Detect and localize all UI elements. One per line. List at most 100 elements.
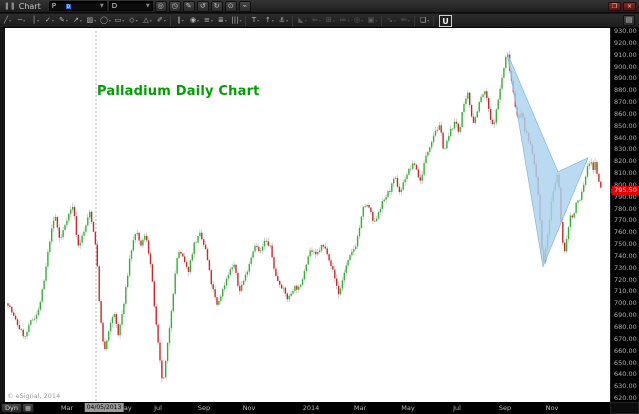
time-tick-label: Nov [545, 404, 559, 412]
drawing-toolbar: ╱─│✓✎↗▨◯▭◇△✐ ∥◉≡≣||| T↑⚓ ◣⇐⊞≔◎▣ ↘✏ ❑ U ▤ [0, 14, 639, 28]
time-tick-label: Sep [498, 404, 512, 412]
price-tick-label: 710.00 [614, 287, 637, 296]
price-tick-label: 870.00 [614, 98, 637, 107]
arrow-tool[interactable]: ↗ [71, 15, 84, 26]
toolbar-separator [292, 15, 293, 26]
time-tick-label: May [401, 404, 415, 412]
eraser-tool[interactable]: ✏ [399, 15, 412, 26]
time-axis[interactable]: Dyn ▦ Mar May Jul Sep Nov 2014 Mar May Jul Sep Nov… [0, 402, 610, 414]
price-tick-label: 900.00 [614, 62, 637, 71]
price-tick-label: 740.00 [614, 251, 637, 260]
close-button[interactable]: × [623, 1, 636, 11]
fib-circle-tool[interactable]: ◉ [188, 15, 201, 26]
toolbar-separator [433, 15, 434, 26]
interval-input[interactable]: D ▼ [108, 1, 153, 11]
ellipse-tool[interactable]: ◯ [99, 15, 112, 26]
price-tick-label: 650.00 [614, 358, 637, 367]
time-tick-label: Sep [197, 404, 211, 412]
compare-button[interactable]: ◎ [154, 0, 167, 12]
price-tick-label: 800.00 [614, 180, 637, 189]
brush-tool[interactable]: ✐ [155, 15, 168, 26]
price-tick-label: 730.00 [614, 263, 637, 272]
levels-tool[interactable]: ≣ [216, 15, 229, 26]
price-tick-label: 770.00 [614, 216, 637, 225]
time-tick-label: Jul [453, 404, 461, 412]
window-title: Chart [18, 1, 41, 11]
horizontal-line-tool[interactable]: ─ [15, 15, 28, 26]
chevron-down-icon[interactable]: ▼ [145, 3, 150, 9]
fib-retracement-tool[interactable]: ≡ [202, 15, 215, 26]
toolbar-separator [381, 15, 382, 26]
toolbar-separator [414, 15, 415, 26]
price-tick-label: 850.00 [614, 121, 637, 130]
time-tick-label: May [118, 404, 132, 412]
grid-tool[interactable]: ⊞ [324, 15, 337, 26]
regression-tool[interactable]: ✓ [43, 15, 56, 26]
refresh-button[interactable]: ⊙ [224, 0, 237, 12]
price-tick-label: 830.00 [614, 145, 637, 154]
price-tick-label: 860.00 [614, 109, 637, 118]
copyright-label: © eSignal, 2014 [7, 392, 61, 400]
gann-tool[interactable]: ◣ [296, 15, 309, 26]
price-tick-label: 670.00 [614, 334, 637, 343]
price-tick-label: 810.00 [614, 169, 637, 178]
rectangle-tool[interactable]: ▭ [113, 15, 126, 26]
chart-plot-area[interactable]: Palladium Daily Chart © eSignal, 2014 [5, 28, 610, 402]
price-tick-label: 930.00 [614, 28, 637, 35]
price-tick-label: 630.00 [614, 382, 637, 391]
price-tick-label: 620.00 [614, 394, 637, 402]
text-tool[interactable]: T [249, 15, 262, 26]
toolbar-separator [170, 15, 171, 26]
link-button[interactable]: ⌁ [238, 0, 251, 12]
price-tick-label: 750.00 [614, 240, 637, 249]
triangle-tool[interactable]: △ [141, 15, 154, 26]
anchor-tool[interactable]: ⚓ [277, 15, 290, 26]
time-interval-button[interactable]: ◷ [168, 0, 181, 12]
draw-mode-button[interactable]: ✎ [182, 0, 195, 12]
symbol-input[interactable]: P D ▼ [48, 1, 107, 11]
vertical-line-tool[interactable]: │ [29, 15, 42, 26]
candlestick-series [7, 50, 602, 383]
price-tick-label: 760.00 [614, 228, 637, 237]
list-tool[interactable]: ≔ [338, 15, 351, 26]
time-tick-label: Mar [60, 404, 74, 412]
trendline-tool[interactable]: ╱ [1, 15, 14, 26]
price-tick-label: 680.00 [614, 323, 637, 331]
channel-tool[interactable]: ∥ [174, 15, 187, 26]
bullseye-tool[interactable]: ◎ [352, 15, 365, 26]
callout-tool[interactable]: ❑ [418, 15, 431, 26]
chart-app-icon: ❚❚ [4, 2, 16, 10]
price-tick-label: 720.00 [614, 275, 637, 284]
fan-tool[interactable]: ▨ [85, 15, 98, 26]
time-zones-tool[interactable]: ||| [230, 15, 243, 26]
time-tick-label: Nov [242, 404, 256, 412]
update-button[interactable]: U [439, 14, 452, 27]
extend-left-tool[interactable]: ⇐ [310, 15, 323, 26]
box-tool[interactable]: ▣ [366, 15, 379, 26]
dyn-scale-button[interactable]: Dyn [1, 403, 22, 413]
restore-button[interactable]: ❐ [608, 1, 621, 11]
panel-button[interactable]: ▤ [623, 15, 635, 26]
marker-up-tool[interactable]: ↑ [263, 15, 276, 26]
price-canvas[interactable] [5, 28, 610, 402]
time-tick-label: Mar [353, 404, 367, 412]
pattern-annotation[interactable] [506, 52, 589, 268]
highlighted-date-label: 04/05/2013 [84, 403, 124, 412]
price-tick-label: 690.00 [614, 311, 637, 320]
ray-tool[interactable]: ✎ [57, 15, 70, 26]
chevron-down-icon[interactable]: ▼ [99, 3, 104, 9]
price-axis[interactable]: 930.00 920.00 910.00 900.00 890.00 880.00 870.… [610, 28, 639, 402]
rhombus-tool[interactable]: ◇ [127, 15, 140, 26]
trend-down-tool[interactable]: ↘ [385, 15, 398, 26]
snapshot-button[interactable]: ▦ [22, 403, 34, 413]
price-tick-label: 890.00 [614, 74, 637, 83]
price-tick-label: 920.00 [614, 38, 637, 47]
redo-button[interactable]: ↻ [210, 0, 223, 12]
undo-button[interactable]: ↺ [196, 0, 209, 12]
price-tick-label: 840.00 [614, 133, 637, 142]
price-tick-label: 660.00 [614, 346, 637, 355]
price-tick-label: 700.00 [614, 299, 637, 308]
chart-title: Palladium Daily Chart [97, 84, 260, 99]
interval-value: D [111, 2, 118, 10]
